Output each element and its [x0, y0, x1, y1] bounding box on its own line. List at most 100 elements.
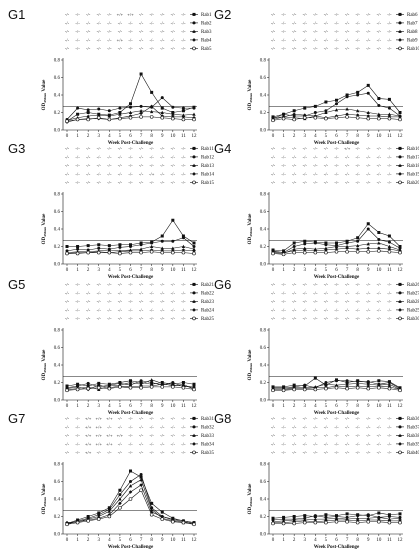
symbol-cell: -/- — [387, 21, 392, 26]
y-axis-label-rest: Value — [42, 213, 47, 227]
symbol-cell: -/- — [171, 316, 176, 321]
symbol-cell: -/- — [387, 12, 392, 17]
data-point — [181, 520, 186, 525]
panel-g8: G8 -/- -/- -/- -/- -/- -/- -/- -/- -/- -/- -/- -/- -/… — [214, 411, 419, 550]
symbol-cell: -/- — [128, 29, 133, 34]
x-tick-label: 11 — [181, 538, 186, 543]
symbol-cell: -/- — [303, 299, 308, 304]
symbol-cell: -/- — [160, 308, 165, 313]
symbol-cell: -/- — [107, 12, 112, 17]
symbol-cell: -/- — [345, 38, 350, 43]
symbol-cell: -/- — [139, 282, 144, 287]
symbol-cell: -/- — [281, 146, 286, 151]
data-point — [334, 516, 339, 520]
symbol-cell: -/- — [313, 282, 318, 287]
symbol-cell: -/- — [313, 442, 318, 447]
data-point — [192, 241, 196, 245]
symbol-cell: -/- — [139, 21, 144, 26]
symbol-cell: -/- — [160, 416, 165, 421]
data-point — [377, 519, 381, 524]
x-tick-label: 1 — [282, 268, 285, 273]
symbol-cell: -/- — [171, 308, 176, 313]
x-tick-label: 0 — [272, 538, 275, 543]
data-point — [271, 388, 275, 393]
symbol-cell: -/- — [345, 282, 350, 287]
symbol-cell: -/- — [313, 46, 318, 51]
symbol-cell: -/- — [303, 291, 308, 296]
symbol-cell: -/- — [86, 155, 91, 160]
symbol-cell: -/- — [181, 21, 186, 26]
symbol-cell: -/- — [281, 180, 286, 185]
data-point — [171, 519, 175, 524]
symbol-cell: -/- — [97, 308, 102, 313]
x-tick-label: 4 — [108, 404, 111, 409]
x-tick-label: 9 — [161, 134, 164, 139]
legend-marker — [398, 46, 402, 51]
data-point — [345, 241, 349, 245]
data-point — [160, 382, 165, 387]
symbol-cell: -/- — [313, 29, 318, 34]
data-point — [139, 111, 143, 116]
symbol-cell: -/- — [292, 291, 297, 296]
symbol-cell: -/- — [118, 29, 123, 34]
data-point — [181, 234, 185, 238]
data-point — [366, 114, 371, 118]
legend-marker — [192, 163, 196, 167]
data-point — [377, 515, 381, 519]
symbol-cell: -/- — [181, 299, 186, 304]
y-axis-label-sub: 450nm — [249, 363, 253, 373]
legend-marker — [192, 308, 196, 312]
y-tick-label: 0.8 — [260, 463, 267, 468]
x-tick-label: 6 — [129, 268, 132, 273]
legend-label: Rab24 — [201, 309, 215, 314]
symbol-cell: -/- — [303, 163, 308, 168]
data-point — [107, 114, 112, 118]
data-point — [150, 501, 154, 505]
symbol-cell: -/- — [171, 442, 176, 447]
symbol-cell: -/- — [292, 316, 297, 321]
panel-g4: G4 -/- -/- -/- -/- -/- -/- -/- +/+ -/- -/- -/- -/- -/… — [214, 141, 419, 280]
symbol-cell: -/- — [281, 29, 286, 34]
symbol-cell: -/- — [387, 155, 392, 160]
data-point — [355, 247, 360, 251]
legend-marker — [398, 291, 402, 295]
data-point — [97, 511, 101, 515]
symbol-cell: -/- — [75, 172, 80, 177]
symbol-cell: -/- — [387, 38, 392, 43]
data-point — [192, 522, 196, 527]
y-tick-label: 0.4 — [260, 364, 267, 369]
symbol-cell: -/- — [324, 425, 329, 430]
symbol-cell: -/- — [171, 282, 176, 287]
data-point — [107, 386, 112, 391]
symbol-cell: -/- — [75, 299, 80, 304]
symbol-cell: -/- — [345, 163, 350, 168]
symbol-cell: -/- — [345, 46, 350, 51]
x-tick-label: 5 — [119, 404, 122, 409]
x-tick-label: 10 — [376, 404, 382, 409]
data-point — [271, 521, 275, 526]
symbol-cell: -/- — [377, 46, 382, 51]
data-point — [150, 241, 154, 245]
x-tick-label: 2 — [87, 404, 90, 409]
data-point — [129, 105, 132, 109]
x-tick-label: 9 — [367, 404, 370, 409]
data-point — [292, 250, 296, 255]
symbol-cell: -/- — [271, 21, 276, 26]
data-point — [107, 509, 112, 513]
x-tick-label: 12 — [192, 268, 198, 273]
legend-marker — [192, 433, 196, 437]
symbol-cell: -/- — [181, 38, 186, 43]
symbol-cell: -/- — [65, 291, 70, 296]
symbol-cell: -/- — [75, 416, 80, 421]
y-axis-label-rest: Value — [248, 213, 253, 227]
symbol-cell: -/- — [128, 146, 133, 151]
symbol-cell: -/- — [334, 21, 339, 26]
symbol-cell: -/- — [271, 442, 276, 447]
symbol-cell: -/- — [65, 163, 70, 168]
symbol-cell: -/- — [118, 308, 123, 313]
symbol-cell: -/- — [313, 38, 318, 43]
symbol-cell: -/- — [118, 21, 123, 26]
symbol-cell: -/- — [86, 316, 91, 321]
symbol-cell: -/- — [75, 12, 80, 17]
data-point — [139, 243, 143, 247]
